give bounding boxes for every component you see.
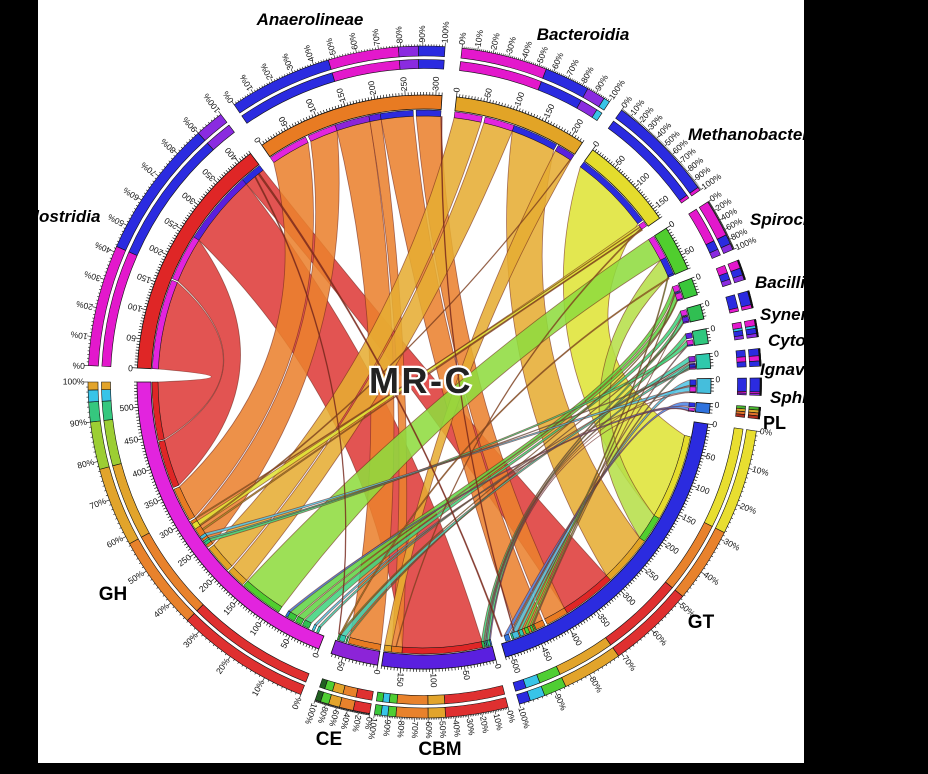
- svg-text:MR-C: MR-C: [369, 360, 473, 401]
- svg-text:100%: 100%: [440, 21, 451, 44]
- svg-text:0%: 0%: [72, 361, 85, 372]
- svg-text:500: 500: [119, 402, 134, 413]
- svg-text:40%: 40%: [451, 720, 463, 738]
- svg-text:CE: CE: [316, 729, 342, 750]
- svg-text:90%: 90%: [69, 417, 88, 429]
- svg-text:CBM: CBM: [418, 739, 461, 760]
- svg-text:80%: 80%: [393, 26, 404, 44]
- svg-text:300: 300: [430, 76, 441, 91]
- svg-text:90%: 90%: [381, 719, 393, 737]
- svg-text:Bacteroidia: Bacteroidia: [537, 25, 630, 44]
- svg-text:50: 50: [125, 332, 136, 343]
- svg-text:0: 0: [715, 374, 720, 384]
- svg-text:Anaerolineae: Anaerolineae: [256, 10, 364, 29]
- svg-text:70%: 70%: [410, 721, 420, 739]
- svg-text:50: 50: [461, 670, 472, 681]
- svg-text:60%: 60%: [424, 721, 434, 739]
- svg-text:250: 250: [398, 76, 409, 91]
- svg-text:80%: 80%: [395, 720, 406, 738]
- svg-text:150: 150: [395, 672, 406, 687]
- svg-text:100%: 100%: [63, 376, 85, 386]
- svg-text:0: 0: [128, 363, 133, 373]
- svg-text:GH: GH: [99, 584, 128, 605]
- svg-text:PL: PL: [763, 413, 786, 433]
- svg-text:90%: 90%: [417, 25, 427, 42]
- svg-text:GT: GT: [688, 612, 715, 633]
- svg-text:Methanobacteria: Methanobacteria: [688, 125, 823, 144]
- svg-text:0%: 0%: [363, 716, 375, 730]
- svg-text:50%: 50%: [438, 721, 449, 739]
- svg-text:0%: 0%: [457, 31, 468, 45]
- svg-text:Bacilli: Bacilli: [755, 273, 806, 292]
- svg-text:100: 100: [429, 673, 439, 688]
